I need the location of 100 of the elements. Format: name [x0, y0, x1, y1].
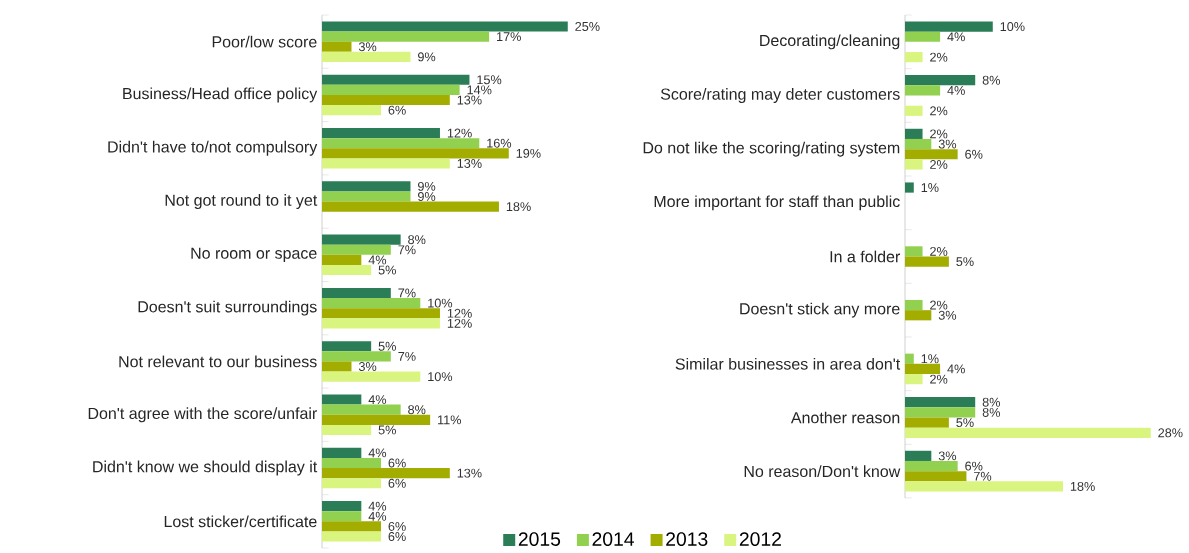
bar	[905, 159, 923, 170]
data-label: 2%	[930, 300, 948, 310]
y-tick-label: Business/Head office policy	[123, 87, 318, 103]
y-tick-label: Didn't have to/not compulsory	[108, 140, 318, 156]
y-tick-label: More important for staff than public	[654, 195, 900, 211]
bar	[322, 148, 509, 159]
bar	[322, 414, 431, 425]
bar	[322, 41, 352, 52]
y-tick-label: Do not like the scoring/rating system	[643, 141, 900, 157]
data-label: 4%	[368, 255, 387, 265]
y-tick-label: Not relevant to our business	[119, 355, 317, 368]
data-label: 5%	[378, 265, 396, 275]
data-label: 7%	[974, 471, 992, 481]
bar	[322, 158, 450, 169]
bar	[322, 74, 470, 85]
data-label: 19%	[516, 148, 541, 158]
y-tick-label: Lost sticker/certificate	[164, 515, 317, 528]
data-label: 4%	[368, 501, 387, 511]
data-label: 8%	[982, 407, 1000, 417]
data-label: 28%	[1158, 428, 1183, 438]
bar	[322, 105, 381, 116]
bar	[905, 105, 923, 116]
bar	[322, 308, 440, 319]
data-label: 2%	[930, 52, 948, 62]
data-label: 7%	[398, 288, 416, 298]
bar	[322, 478, 381, 489]
bar	[905, 85, 941, 96]
data-label: 9%	[418, 181, 436, 191]
bar	[322, 501, 362, 512]
y-tick-label: Poor/low score	[212, 35, 317, 48]
data-label: 8%	[408, 405, 426, 415]
data-label: 8%	[982, 75, 1000, 85]
bar	[322, 191, 411, 202]
data-label: 16%	[487, 138, 512, 148]
y-tick-label: Not got round to it yet	[165, 194, 318, 209]
y-tick-label: No reason/Don't know	[744, 465, 901, 477]
bar	[905, 310, 932, 321]
data-label: 4%	[947, 85, 965, 95]
bar	[322, 341, 372, 352]
bar	[322, 318, 440, 329]
bar	[905, 299, 923, 311]
data-label: 10%	[428, 372, 453, 382]
bar	[905, 407, 976, 418]
data-label: 6%	[965, 461, 983, 471]
data-label: 4%	[947, 32, 965, 42]
data-label: 13%	[457, 95, 482, 105]
bar	[322, 361, 352, 372]
bar	[322, 404, 401, 415]
bar	[322, 468, 450, 479]
bar	[322, 264, 372, 276]
data-label: 6%	[965, 149, 983, 159]
data-label: 2%	[930, 246, 948, 256]
y-tick-label: In a folder	[830, 250, 900, 263]
data-label: 18%	[1070, 481, 1095, 491]
bar	[322, 371, 421, 382]
y-tick-label: Similar businesses in area don't	[675, 357, 901, 370]
bar	[322, 424, 372, 435]
bar	[905, 246, 923, 257]
bar	[322, 234, 401, 245]
bar	[322, 94, 450, 106]
bar	[905, 149, 958, 160]
data-label: 2%	[930, 374, 948, 384]
data-label: 9%	[418, 52, 436, 62]
y-tick-label: Didn't know we should display it	[93, 460, 318, 476]
data-label: 4%	[368, 448, 387, 458]
y-tick-label: No room or space	[191, 247, 317, 262]
bar	[322, 457, 381, 469]
bar	[905, 460, 958, 472]
bar	[322, 21, 568, 32]
data-label: 4%	[368, 395, 387, 404]
bar	[322, 521, 381, 532]
data-label: 3%	[358, 362, 377, 371]
bar	[322, 181, 411, 192]
bar	[905, 427, 1151, 438]
data-label: 7%	[398, 245, 416, 255]
data-label: 12%	[447, 318, 472, 328]
data-label: 1%	[921, 354, 939, 364]
data-label: 2%	[930, 106, 948, 116]
data-label: 15%	[477, 75, 502, 85]
bar	[322, 447, 362, 458]
bar	[322, 254, 362, 265]
bar	[322, 201, 499, 212]
bar	[905, 52, 923, 63]
data-label: 12%	[447, 128, 472, 138]
data-label: 13%	[457, 158, 482, 168]
bar	[322, 84, 460, 95]
data-label: 7%	[398, 351, 416, 361]
bar	[905, 31, 941, 42]
data-label: 3%	[358, 42, 377, 52]
data-label: 4%	[368, 511, 387, 521]
data-label: 6%	[388, 458, 406, 468]
data-label: 9%	[418, 191, 436, 201]
bar	[322, 138, 480, 149]
legend-label: 2014	[592, 532, 634, 546]
y-tick-label: Another reason	[790, 411, 900, 424]
data-label: 8%	[982, 397, 1000, 407]
bar	[322, 531, 381, 542]
data-label: 6%	[388, 532, 406, 541]
bar	[322, 287, 391, 298]
data-label: 18%	[506, 202, 531, 212]
